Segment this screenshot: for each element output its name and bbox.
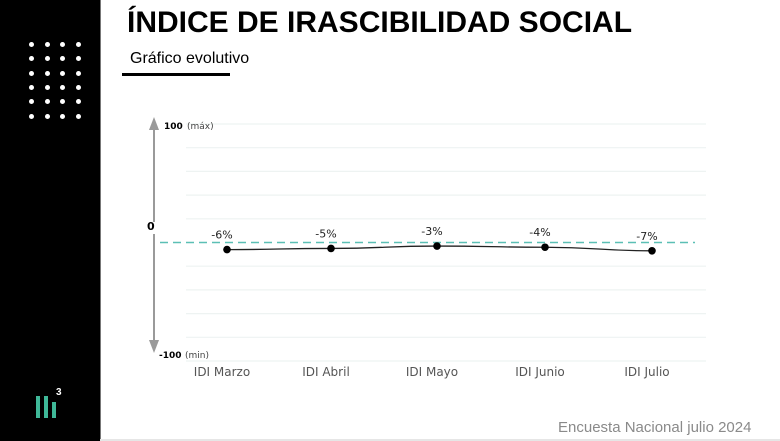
decorative-dot — [75, 70, 81, 76]
decorative-dot — [60, 42, 65, 47]
y-min-label: (min) — [185, 351, 209, 361]
data-point — [648, 246, 656, 255]
page-title: ÍNDICE DE IRASCIBILIDAD SOCIAL — [127, 6, 633, 39]
decorative-dot — [29, 56, 34, 62]
decorative-dot — [75, 99, 81, 105]
y-min-value: -100 — [159, 351, 182, 361]
y-axis-up-arrowhead — [149, 117, 159, 130]
decorative-dot — [44, 113, 50, 119]
data-point — [327, 244, 335, 253]
decorative-dot — [60, 113, 65, 119]
data-label: -7% — [636, 230, 657, 243]
data-label: -6% — [211, 229, 232, 242]
decorative-dot — [29, 70, 34, 76]
decorative-dot — [44, 84, 50, 90]
x-tick-label: IDI Mayo — [406, 365, 458, 379]
data-labels: -6% -5% -3% -4% -7% — [211, 225, 657, 243]
decorative-dot — [29, 84, 34, 90]
decorative-dot — [75, 56, 81, 62]
logo-bar — [44, 396, 48, 418]
y-zero-label: 0 — [147, 220, 155, 233]
dot-grid-decoration — [29, 42, 81, 119]
y-max-label: (máx) — [187, 122, 214, 132]
x-tick-label: IDI Julio — [624, 365, 669, 379]
data-points — [223, 242, 656, 255]
data-point — [433, 242, 441, 250]
y-max-value: 100 — [164, 122, 183, 132]
sidebar: 3 — [0, 0, 101, 441]
page-subtitle: Gráfico evolutivo — [130, 50, 250, 67]
logo-bar — [52, 402, 56, 418]
x-tick-label: IDI Abril — [302, 365, 350, 379]
data-point — [541, 243, 549, 252]
data-point — [223, 245, 231, 254]
source-footer: Encuesta Nacional julio 2024 — [558, 419, 752, 436]
bottom-border — [100, 439, 780, 441]
decorative-dot — [75, 42, 81, 47]
decorative-dot — [44, 56, 50, 62]
y-axis-down-arrowhead — [149, 340, 159, 353]
line-chart: 100 (máx) 0 -100 (min) -6% -5% -3% -4% -7% I… — [147, 117, 706, 379]
decorative-dot — [29, 113, 34, 119]
decorative-dot — [29, 99, 34, 105]
decorative-dot — [60, 56, 65, 62]
subtitle-underline — [122, 73, 230, 76]
decorative-dot — [60, 99, 65, 105]
decorative-dot — [75, 113, 81, 119]
decorative-dot — [44, 99, 50, 105]
x-tick-label: IDI Junio — [515, 365, 565, 379]
decorative-dot — [29, 42, 34, 47]
data-label: -3% — [421, 225, 442, 238]
decorative-dot — [44, 70, 50, 76]
x-tick-labels: IDI Marzo IDI Abril IDI Mayo IDI Junio IDI J… — [194, 365, 670, 379]
y-axis: 100 (máx) 0 -100 (min) — [147, 117, 214, 361]
grid-lines — [186, 123, 706, 362]
decorative-dot — [60, 70, 65, 76]
decorative-dot — [44, 42, 50, 47]
logo-bar — [36, 396, 40, 418]
logo-superscript: 3 — [56, 387, 62, 398]
logo: 3 — [36, 387, 66, 418]
decorative-dot — [60, 84, 65, 90]
decorative-dot — [75, 84, 81, 90]
data-label: -5% — [315, 227, 336, 240]
x-tick-label: IDI Marzo — [194, 365, 250, 379]
data-label: -4% — [529, 226, 550, 239]
